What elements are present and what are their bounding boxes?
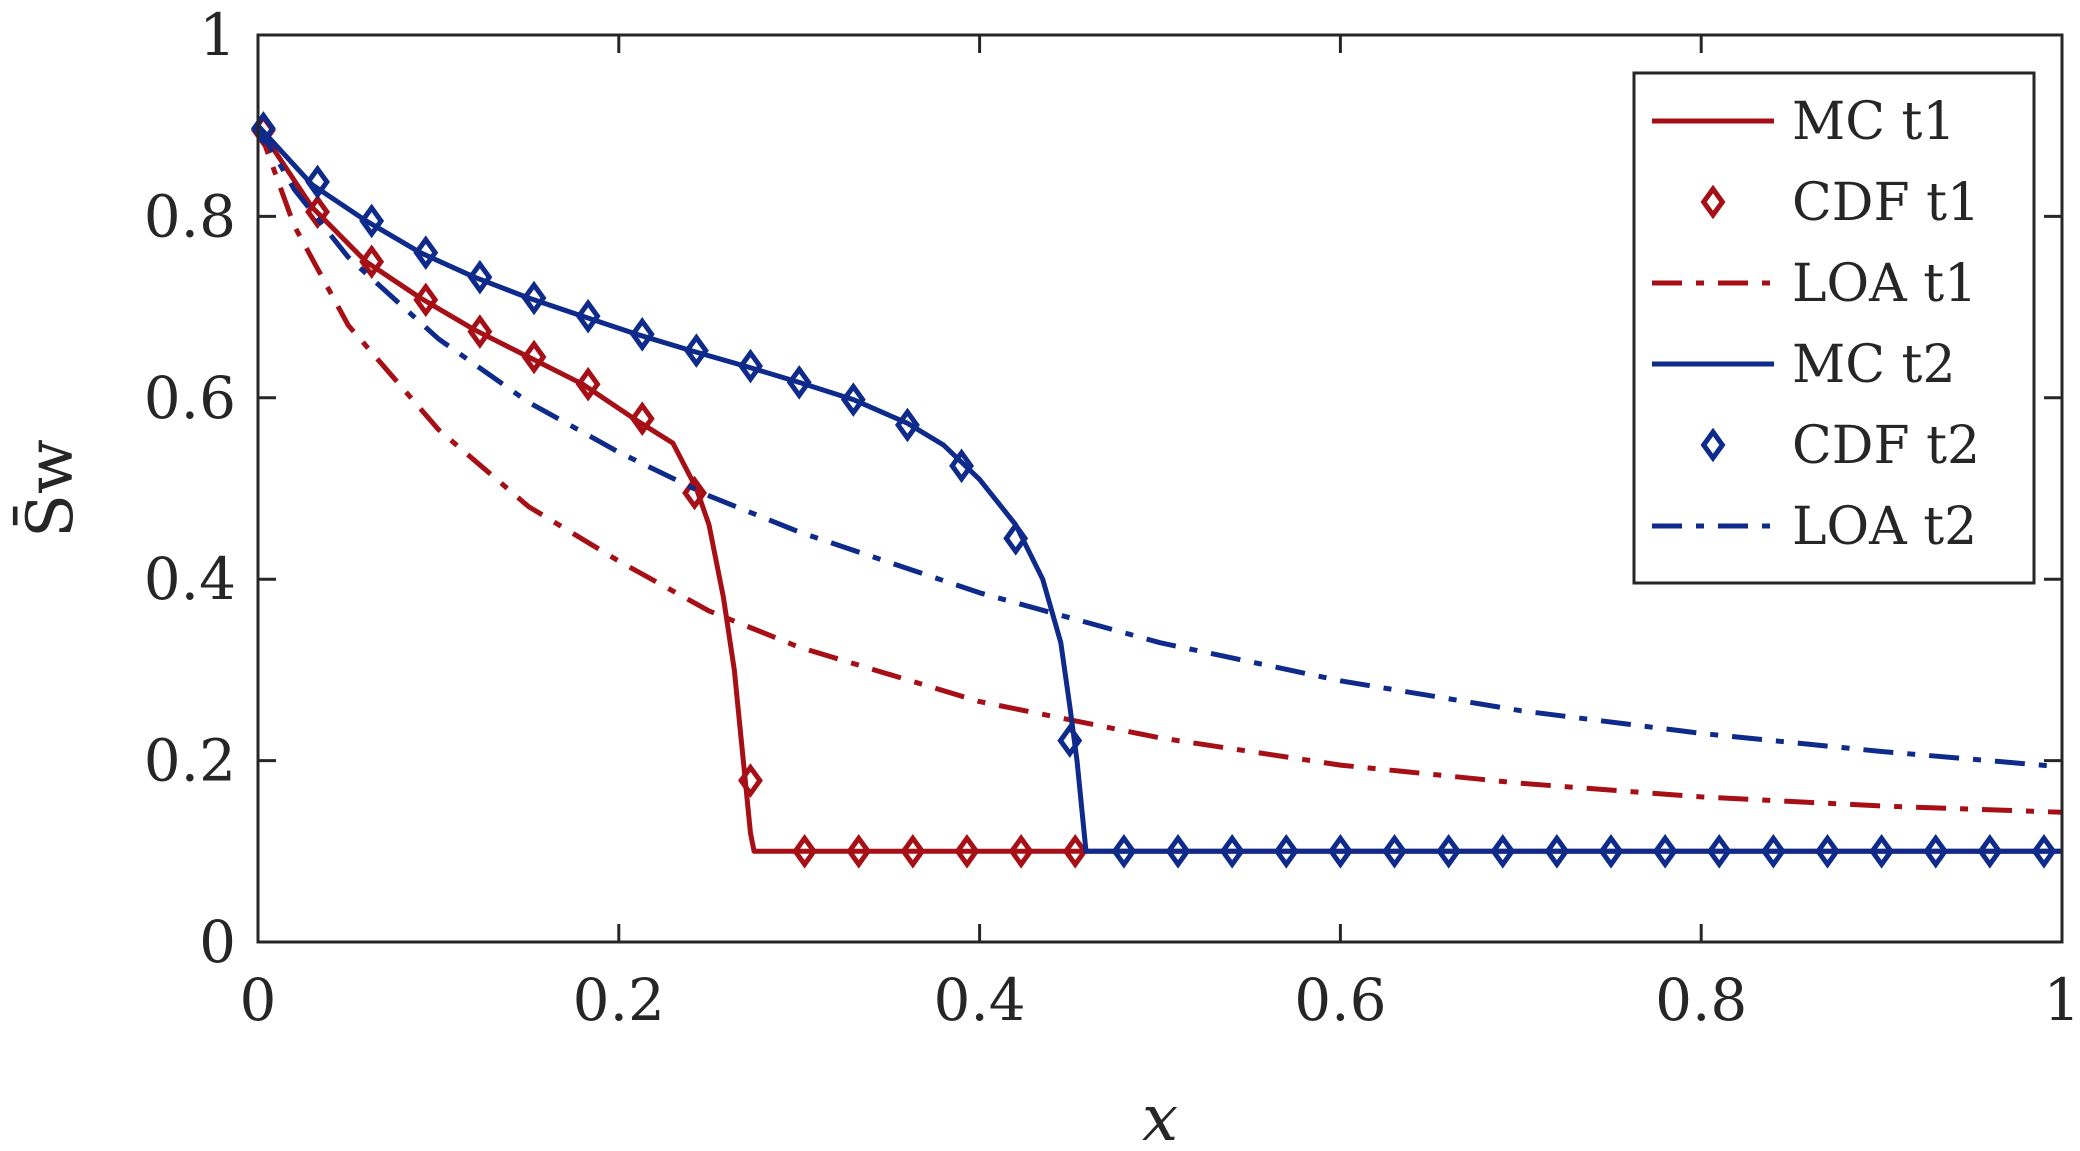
data-point-marker <box>900 834 926 869</box>
data-point-marker <box>792 834 818 869</box>
data-point-marker <box>413 282 439 318</box>
legend-marker <box>1700 184 1726 220</box>
data-point-marker <box>1923 834 1949 869</box>
data-point-marker <box>894 407 920 443</box>
x-tick-label: 1 <box>2044 966 2080 1034</box>
data-point-marker <box>1436 834 1462 869</box>
data-point-marker <box>1869 834 1895 869</box>
data-point-marker <box>786 365 812 400</box>
series-cdf-t2 <box>250 111 2057 869</box>
x-axis-label: x <box>1142 1082 1178 1151</box>
x-tick-label: 0 <box>240 966 277 1034</box>
data-point-marker <box>1977 834 2003 869</box>
data-point-marker <box>575 298 601 334</box>
series-loa-t1 <box>255 124 2063 815</box>
series-layer <box>250 111 2063 869</box>
data-point-marker <box>949 448 975 484</box>
data-point-marker <box>413 235 439 270</box>
data-point-marker <box>738 348 763 384</box>
data-point-marker <box>954 834 980 869</box>
data-point-marker <box>1062 834 1088 869</box>
legend-item: CDF t1 <box>1700 173 1980 233</box>
ticks-layer: 0 0.2 0.4 0.6 0.8 1 0 0.2 0.4 0.6 0.8 1 <box>144 1 2080 1034</box>
data-point-marker <box>1003 521 1029 556</box>
data-point-marker <box>1815 834 1840 869</box>
data-point-marker <box>683 333 709 368</box>
x-tick-label: 0.2 <box>573 966 665 1034</box>
legend-item: MC t1 <box>1652 92 1956 152</box>
y-tick-label: 0.4 <box>144 545 236 613</box>
data-point-marker <box>629 401 655 436</box>
series-line <box>256 124 2062 854</box>
data-point-marker <box>846 834 872 869</box>
series-line <box>255 124 2063 770</box>
axes-box <box>256 33 2064 944</box>
legend-item: MC t2 <box>1652 335 1956 395</box>
data-point-marker <box>1652 834 1678 869</box>
y-tick-label: 0.8 <box>144 182 236 250</box>
data-point-marker <box>1598 834 1624 869</box>
data-point-marker <box>1760 834 1786 869</box>
x-tick-label: 0.4 <box>933 966 1025 1034</box>
data-point-marker <box>1544 834 1570 869</box>
data-point-marker <box>575 366 601 402</box>
y-tick-label: 0.2 <box>144 727 236 795</box>
series-line <box>255 124 2063 815</box>
legend-label: LOA t2 <box>1792 497 1977 557</box>
legend-label: LOA t1 <box>1792 254 1977 314</box>
data-point-marker <box>1008 834 1034 869</box>
series-mc-t2 <box>256 124 2062 854</box>
legend-box <box>1632 71 2036 585</box>
legend-item: LOA t1 <box>1652 254 1977 314</box>
legend-label: CDF t2 <box>1792 416 1980 476</box>
data-point-marker <box>1327 834 1353 869</box>
y-tick-label: 1 <box>199 1 236 69</box>
data-point-marker <box>1382 834 1407 869</box>
data-point-marker <box>467 314 493 349</box>
data-point-marker <box>359 244 385 280</box>
legend-label: MC t1 <box>1792 92 1956 152</box>
legend-item: LOA t2 <box>1652 497 1977 557</box>
data-point-marker <box>738 763 763 798</box>
legend-item: CDF t2 <box>1700 416 1980 476</box>
series-loa-t2 <box>255 124 2063 770</box>
data-point-marker <box>1057 723 1083 758</box>
data-point-marker <box>521 339 547 375</box>
data-point-marker <box>1219 834 1245 869</box>
legend: MC t1 CDF t1 LOA t1 MC t2 CDF t2 LOA t2 <box>1632 71 2036 585</box>
data-point-marker <box>359 203 385 239</box>
series-cdf-t1 <box>250 112 1088 869</box>
data-point-marker <box>305 194 330 230</box>
data-point-marker <box>1111 834 1137 869</box>
data-point-marker <box>305 164 330 200</box>
data-point-marker <box>840 382 866 417</box>
data-point-marker <box>629 317 655 352</box>
data-point-marker <box>521 280 547 316</box>
y-tick-label: 0 <box>199 908 236 976</box>
data-point-marker <box>467 259 493 295</box>
x-tick-label: 0.6 <box>1294 966 1386 1034</box>
data-point-marker <box>682 475 708 511</box>
data-point-marker <box>1273 834 1299 869</box>
legend-label: MC t2 <box>1792 335 1956 395</box>
data-point-marker <box>2031 834 2057 869</box>
y-tick-label: 0.6 <box>144 364 236 432</box>
legend-marker <box>1700 427 1726 463</box>
x-tick-label: 0.8 <box>1655 966 1747 1034</box>
legend-label: CDF t1 <box>1792 173 1980 233</box>
y-axis-label: S̄w <box>12 439 88 538</box>
data-point-marker <box>1706 834 1732 869</box>
data-point-marker <box>1490 834 1516 869</box>
data-point-marker <box>1165 834 1191 869</box>
